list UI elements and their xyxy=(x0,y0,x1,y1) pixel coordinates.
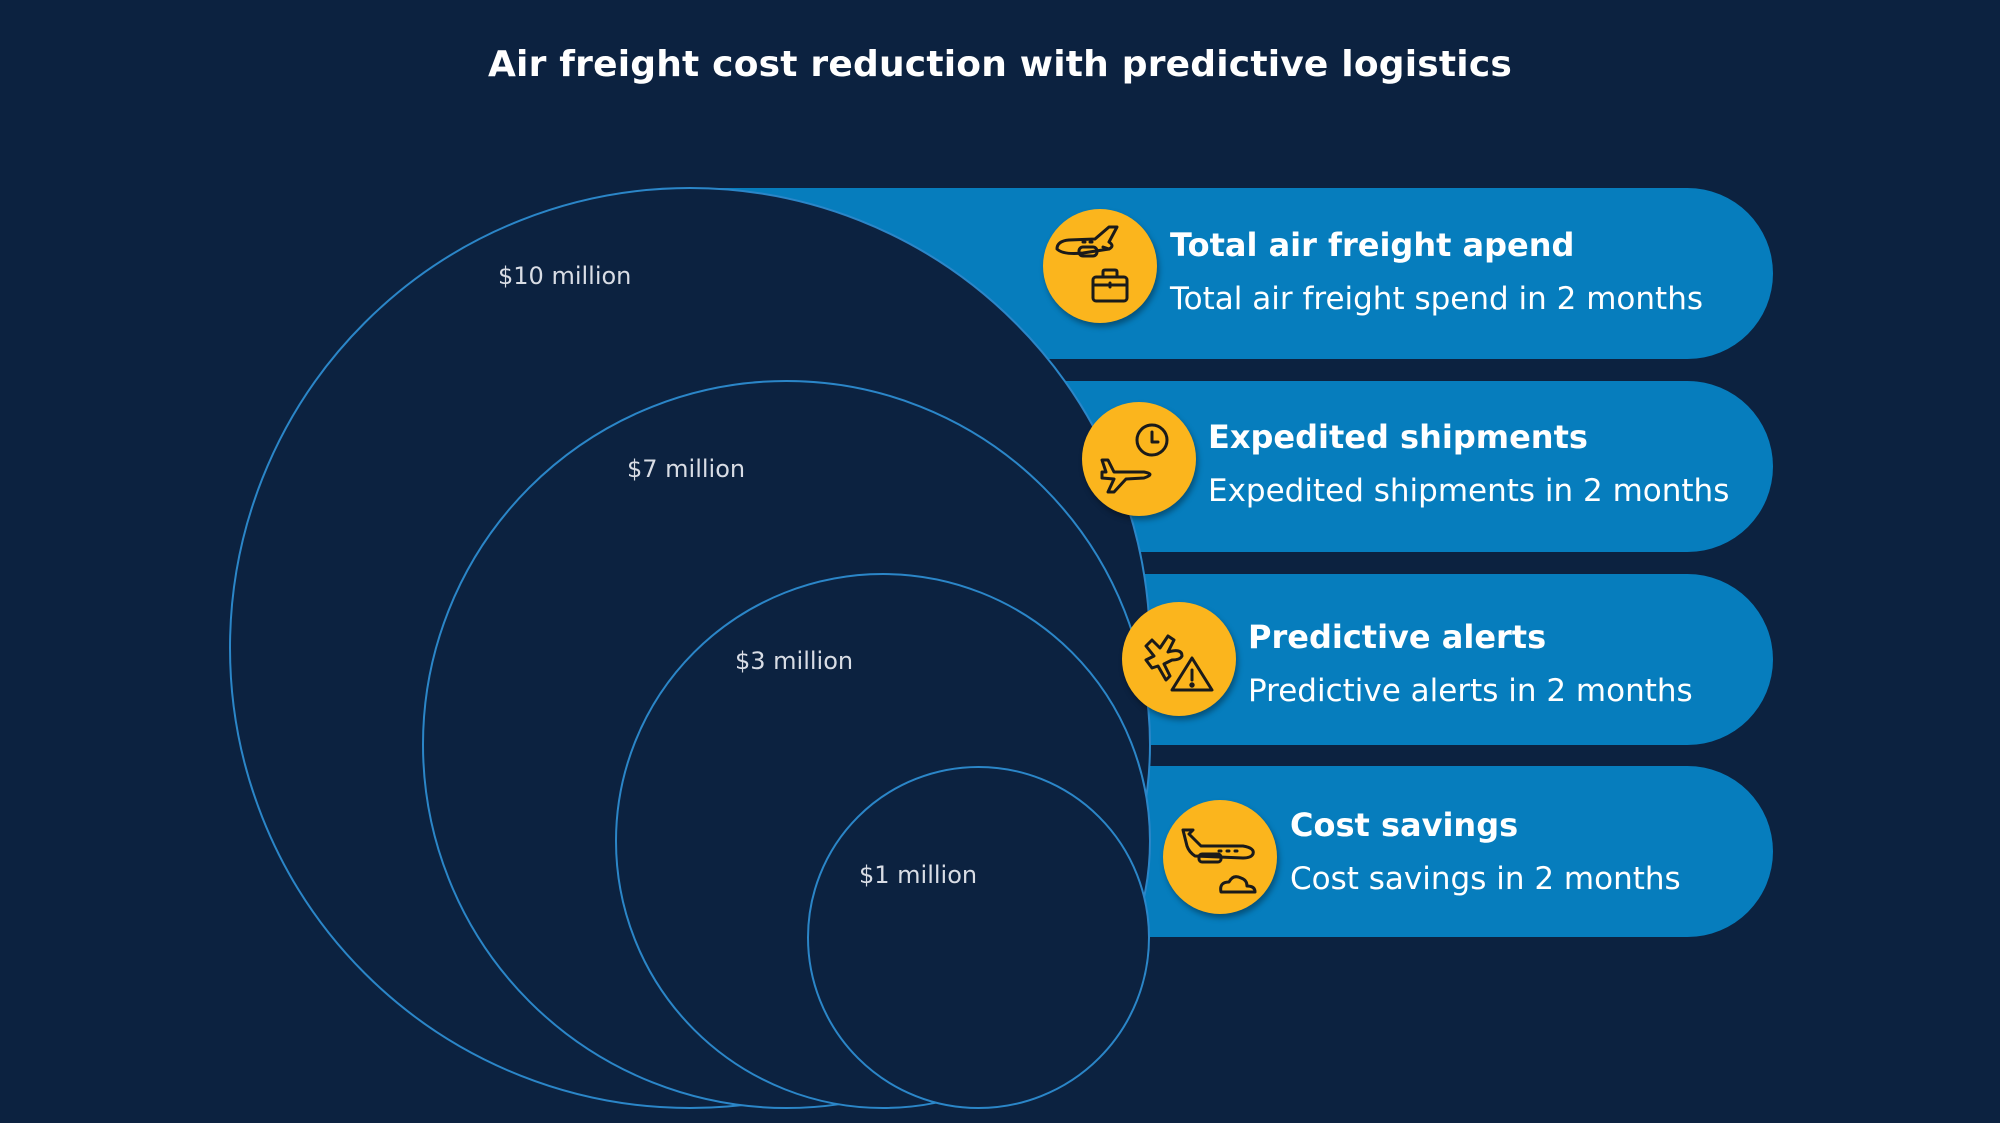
item-title-alerts: Predictive alerts xyxy=(1248,618,1547,656)
bubble-label-10-million: $10 million xyxy=(498,262,632,290)
page-title: Air freight cost reduction with predicti… xyxy=(487,44,1513,85)
item-title-cost-savings: Cost savings xyxy=(1290,806,1519,844)
airplane-briefcase-icon xyxy=(1055,225,1129,303)
bubble-label-3-million: $3 million xyxy=(735,647,854,675)
airplane-warning-icon xyxy=(1144,634,1214,692)
icon-circle-cost-savings xyxy=(1163,800,1277,914)
bubble-label-7-million: $7 million xyxy=(627,455,746,483)
item-title-total-spend: Total air freight apend xyxy=(1170,226,1575,264)
item-subtitle-total-spend: Total air freight spend in 2 months xyxy=(1170,281,1703,317)
item-subtitle-expedited: Expedited shipments in 2 months xyxy=(1208,473,1730,509)
icon-circle-alerts xyxy=(1122,602,1236,716)
item-subtitle-cost-savings: Cost savings in 2 months xyxy=(1290,861,1681,897)
item-subtitle-alerts: Predictive alerts in 2 months xyxy=(1248,673,1693,709)
clock-airplane-icon xyxy=(1100,423,1169,494)
airplane-cloud-icon xyxy=(1181,828,1257,894)
icon-circle-total-spend xyxy=(1043,209,1157,323)
bubble-label-1-million: $1 million xyxy=(859,861,978,889)
item-title-expedited: Expedited shipments xyxy=(1208,418,1588,456)
icon-circle-expedited xyxy=(1082,402,1196,516)
bubble-1-million xyxy=(807,766,1150,1109)
